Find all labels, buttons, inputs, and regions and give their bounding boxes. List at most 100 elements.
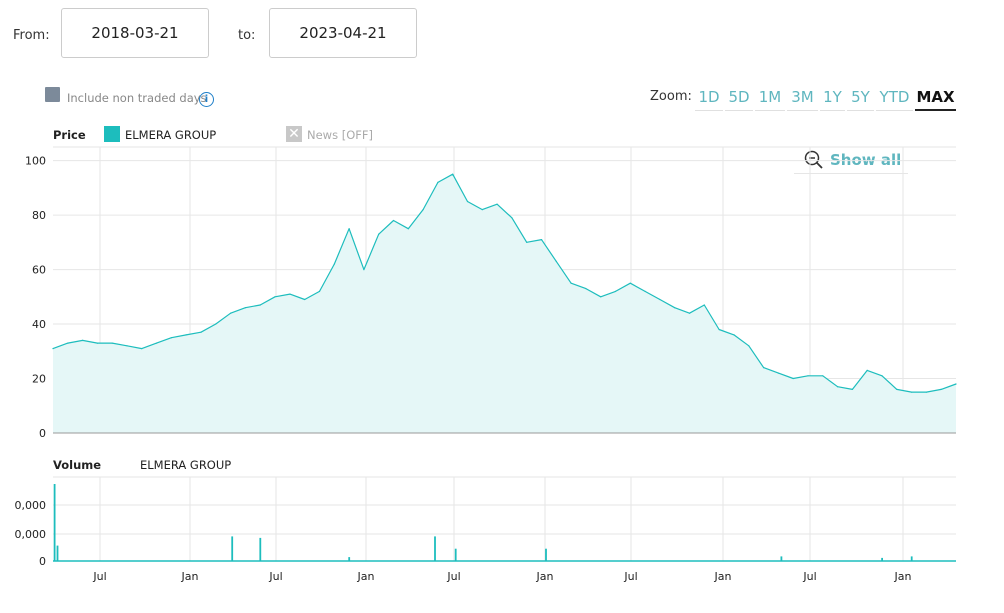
price-point [156,342,158,344]
x-tick-label: Jul [623,570,637,583]
price-point [688,312,691,314]
x-tick-label: Jul [92,570,106,583]
x-tick-label: Jan [357,570,375,583]
volume-bar [881,557,883,561]
price-point [585,288,587,290]
price-point [466,200,469,203]
price-point [526,241,528,243]
volume-bar [910,556,913,561]
price-point [333,263,335,265]
price-point [200,331,202,333]
volume-bar [780,556,783,561]
price-point [363,269,365,271]
volume-bar [454,548,457,561]
price-y-tick-label: 0 [39,427,46,440]
price-point [748,345,750,347]
zoom-button-5d[interactable]: 5D [725,84,753,111]
zoom-button-5y[interactable]: 5Y [847,84,874,111]
price-y-tick-label: 100 [25,155,46,168]
price-point [170,337,172,339]
x-tick-label: Jan [536,570,554,583]
x-tick-label: Jul [446,570,460,583]
from-date-input[interactable]: 2018-03-21 [61,8,209,58]
x-tick-label: Jan [181,570,199,583]
price-point [540,239,543,241]
price-point [378,233,380,235]
price-point [807,375,809,377]
price-y-tick-label: 40 [32,318,46,331]
x-tick-label: Jul [268,570,282,583]
zoom-button-1y[interactable]: 1Y [820,84,845,111]
price-point [555,260,557,262]
price-point [866,369,868,371]
news-toggle-label[interactable]: News [OFF] [307,128,373,142]
x-tick-label: Jul [802,570,816,583]
price-y-tick-label: 60 [32,264,46,277]
price-line [52,173,957,393]
x-tick-label: Jan [894,570,912,583]
price-point [52,348,54,350]
zoom-button-3m[interactable]: 3M [787,84,818,111]
price-point [940,388,942,390]
price-point [703,304,705,306]
price-point [452,173,454,175]
series-swatch[interactable] [104,126,120,142]
price-point [955,383,957,385]
price-point [126,345,128,347]
price-point [96,342,98,344]
show-all-button[interactable]: Show all [794,146,908,174]
zoom-button-ytd[interactable]: YTD [876,84,913,111]
price-point [67,342,69,344]
price-series-name[interactable]: ELMERA GROUP [125,128,217,142]
price-point [82,339,84,341]
price-legend-label: Price [53,128,86,142]
price-point [777,372,780,374]
price-point [733,334,735,336]
x-tick-label: Jan [714,570,732,583]
price-point [496,203,498,205]
price-point [437,181,439,183]
price-point [392,219,395,222]
price-point [304,298,306,301]
to-label: to: [238,28,256,43]
price-point [318,290,321,292]
price-point [259,304,261,306]
price-point [407,228,409,230]
price-point [659,298,661,301]
news-toggle-icon[interactable]: ✕ [286,126,302,142]
price-point [274,296,276,298]
price-point [289,293,291,295]
to-date-input[interactable]: 2023-04-21 [269,8,417,58]
zoom-button-max[interactable]: MAX [915,84,956,111]
price-point [570,282,572,284]
price-point [763,367,765,369]
price-point [481,209,483,211]
non-traded-days-label: Include non traded days [67,91,207,105]
price-y-tick-label: 20 [32,373,46,386]
price-point [718,328,720,331]
zoom-label: Zoom: [650,89,692,104]
price-point [822,375,824,377]
volume-bar [434,536,436,561]
price-point [911,391,913,393]
zoom-button-1d[interactable]: 1D [695,84,723,111]
info-icon[interactable]: i [199,92,214,107]
price-point [674,307,676,309]
volume-bar [231,536,234,561]
price-point [185,334,187,336]
zoom-button-1m[interactable]: 1M [755,84,785,111]
price-point [851,388,854,390]
price-point [896,388,898,390]
volume-legend-label: Volume [53,458,102,472]
non-traded-days-checkbox[interactable] [45,87,60,102]
price-point [111,342,113,344]
volume-y-tick-label: 0,000 [15,499,47,512]
price-point [644,290,646,292]
price-point [422,209,424,211]
price-point [244,307,246,309]
from-label: From: [13,28,50,43]
price-point [629,282,631,284]
price-point [348,228,350,230]
volume-bar [348,557,351,561]
